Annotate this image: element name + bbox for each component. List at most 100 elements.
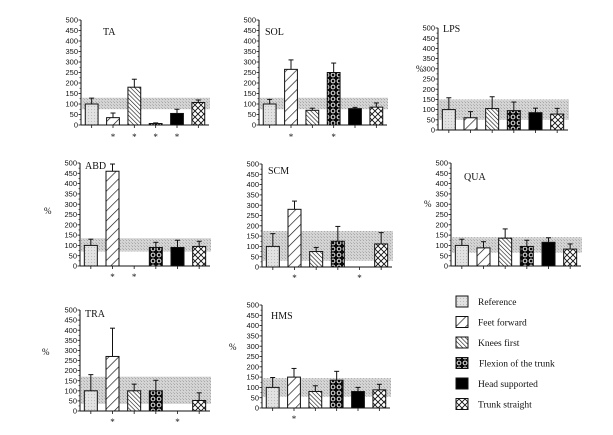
y-tick-label: 250 xyxy=(64,210,77,219)
y-tick-label: 50 xyxy=(70,110,78,119)
y-tick-label: 100 xyxy=(422,105,435,114)
bar-flexion-trunk xyxy=(148,390,163,412)
y-tick-label: 250 xyxy=(64,356,77,365)
y-tick-label: 300 xyxy=(246,342,259,351)
significance-star: * xyxy=(175,417,180,427)
bar-trunk-straight xyxy=(191,102,206,126)
y-tick-label: 400 xyxy=(64,326,77,335)
bar-flexion-trunk xyxy=(506,110,521,131)
legend-label: Trunk straight xyxy=(478,401,532,411)
bar-feet-forward xyxy=(287,376,301,409)
panel-title: ABD xyxy=(85,161,106,172)
y-tick-label: 100 xyxy=(64,386,77,395)
legend-swatch xyxy=(455,398,469,410)
bar-flexion-trunk xyxy=(330,240,345,268)
panel-title: QUA xyxy=(464,172,486,183)
bar-feet-forward xyxy=(106,117,120,126)
legend-item-knees-first: Knees first xyxy=(455,336,520,349)
bar-knees-first xyxy=(127,86,142,126)
y-tick-label: 50 xyxy=(69,251,77,260)
y-tick-label: 50 xyxy=(251,252,259,261)
bar-reference xyxy=(262,103,277,126)
y-tick-label: 150 xyxy=(246,373,259,382)
legend-swatch xyxy=(455,316,469,328)
y-tick-label: 100 xyxy=(64,241,77,250)
bar-reference xyxy=(265,386,280,409)
y-tick-label: 350 xyxy=(246,332,259,341)
y-tick-label: 150 xyxy=(65,89,78,98)
y-tick-label: 400 xyxy=(243,37,256,46)
y-tick-label: 300 xyxy=(422,64,435,73)
y-tick-label: 250 xyxy=(422,75,435,84)
reference-range-band xyxy=(81,238,211,252)
panel-title: SOL xyxy=(265,27,284,38)
reference-range-band xyxy=(452,237,582,253)
legend-swatch xyxy=(455,295,469,308)
bar-flexion-trunk xyxy=(519,245,534,267)
bar-feet-forward xyxy=(284,68,298,126)
significance-star: * xyxy=(292,273,297,283)
y-tick-label: 450 xyxy=(246,170,259,179)
significance-star: * xyxy=(132,272,137,282)
y-tick-label: 250 xyxy=(435,210,448,219)
panel-title: TA xyxy=(103,27,116,38)
y-tick-label: 100 xyxy=(246,383,259,392)
y-tick-label: 350 xyxy=(246,191,259,200)
y-tick-label: 350 xyxy=(435,190,448,199)
bar-reference xyxy=(84,103,99,126)
y-tick-label: 300 xyxy=(65,58,78,67)
bar-feet-forward xyxy=(463,117,478,131)
reference-range-band xyxy=(81,376,211,404)
y-tick-label: 250 xyxy=(246,211,259,220)
y-axis-label: % xyxy=(416,64,424,74)
y-tick-label: 0 xyxy=(255,404,259,413)
y-tick-label: 500 xyxy=(64,306,77,315)
legend-swatch xyxy=(455,336,469,349)
reference-range-band xyxy=(82,97,210,110)
panel-title: SCM xyxy=(268,166,289,177)
y-tick-label: 300 xyxy=(243,58,256,67)
y-tick-label: 450 xyxy=(422,34,435,43)
significance-star: * xyxy=(111,132,116,142)
bar-head-supported xyxy=(351,391,365,409)
legend-label: Flexion of the trunk xyxy=(479,359,555,370)
legend-item-reference: Reference xyxy=(455,295,517,308)
bar-knees-first xyxy=(305,109,320,126)
bar-trunk-straight xyxy=(192,399,207,412)
y-tick-label: 500 xyxy=(246,301,259,310)
y-tick-label: 450 xyxy=(243,26,256,35)
y-tick-label: 300 xyxy=(64,346,77,355)
legend-item-flexion-trunk: Flexion of the trunk xyxy=(455,357,555,370)
y-tick-label: 250 xyxy=(65,68,78,77)
legend-item-feet-forward: Feet forward xyxy=(455,316,527,329)
y-tick-label: 350 xyxy=(65,47,78,56)
bar-trunk-straight xyxy=(369,106,384,126)
y-tick-label: 0 xyxy=(255,263,259,272)
legend-item-head-supported: Head supported xyxy=(455,377,538,390)
y-tick-label: 450 xyxy=(65,26,78,35)
y-tick-label: 350 xyxy=(243,47,256,56)
y-tick-label: 500 xyxy=(243,16,256,25)
y-tick-label: 0 xyxy=(444,262,448,271)
y-tick-label: 100 xyxy=(246,242,259,251)
bar-feet-forward xyxy=(105,170,120,267)
legend-item-trunk-straight: Trunk straight xyxy=(455,398,532,411)
significance-star: * xyxy=(289,132,294,142)
y-tick-label: 0 xyxy=(252,121,256,130)
bar-flexion-trunk xyxy=(326,72,341,126)
bar-head-supported xyxy=(348,108,362,126)
y-tick-label: 400 xyxy=(435,179,448,188)
y-tick-label: 150 xyxy=(243,89,256,98)
y-tick-label: 200 xyxy=(64,366,77,375)
panel-title: HMS xyxy=(271,311,293,322)
y-tick-label: 400 xyxy=(422,44,435,53)
significance-star: * xyxy=(357,273,362,283)
bar-reference xyxy=(265,245,280,268)
y-tick-label: 250 xyxy=(246,352,259,361)
